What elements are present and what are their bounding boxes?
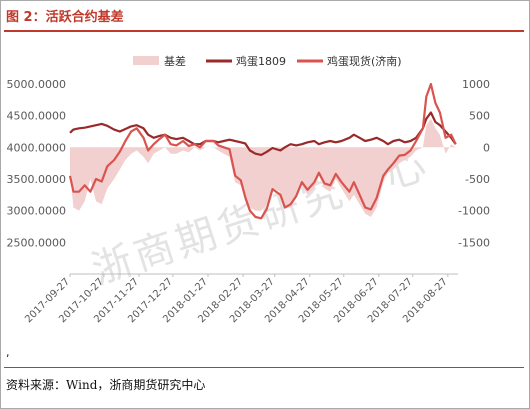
y-right-tick-label: 1000 — [462, 78, 490, 91]
y-axis-left: 5000.0000 4500.0000 4000.0000 3500.0000 3000… — [7, 78, 67, 249]
y-right-tick-label: 0 — [483, 141, 490, 154]
source-note: 资料来源：Wind，浙商期货研究中心 — [6, 378, 206, 392]
y-right-tick-label: 500 — [469, 110, 490, 123]
y-left-tick-label: 4000.0000 — [7, 141, 67, 154]
title-divider — [4, 30, 524, 32]
y-left-tick-label: 3000.0000 — [7, 205, 67, 218]
y-left-tick-label: 5000.0000 — [7, 78, 67, 91]
y-left-tick-label: 4500.0000 — [7, 110, 67, 123]
y-right-tick-label: -500 — [465, 173, 490, 186]
legend-swatch-basis — [133, 56, 159, 65]
legend-label-basis: 基差 — [164, 54, 186, 68]
series-spot-jinan-line — [68, 82, 457, 220]
y-axis-right: 1000 500 0 -500 -1000 -1500 — [458, 78, 490, 249]
legend-label-spot: 鸡蛋现货(济南) — [327, 54, 402, 68]
plot-area — [68, 82, 457, 220]
legend: 基差 鸡蛋1809 鸡蛋现货(济南) — [133, 54, 402, 68]
source-divider — [4, 367, 524, 368]
y-right-tick-label: -1000 — [458, 205, 490, 218]
series-futures-1809-line — [69, 111, 457, 156]
y-right-tick-label: -1500 — [458, 236, 490, 249]
y-left-tick-label: 2500.0000 — [7, 236, 67, 249]
legend-label-futures: 鸡蛋1809 — [236, 54, 286, 68]
y-left-tick-label: 3500.0000 — [7, 173, 67, 186]
stray-mark: , — [6, 346, 10, 359]
figure-title: 图 2：活跃合约基差 — [6, 10, 124, 25]
x-axis: 2017-09-272017-10-272017-11-272017-12-27… — [23, 273, 458, 325]
